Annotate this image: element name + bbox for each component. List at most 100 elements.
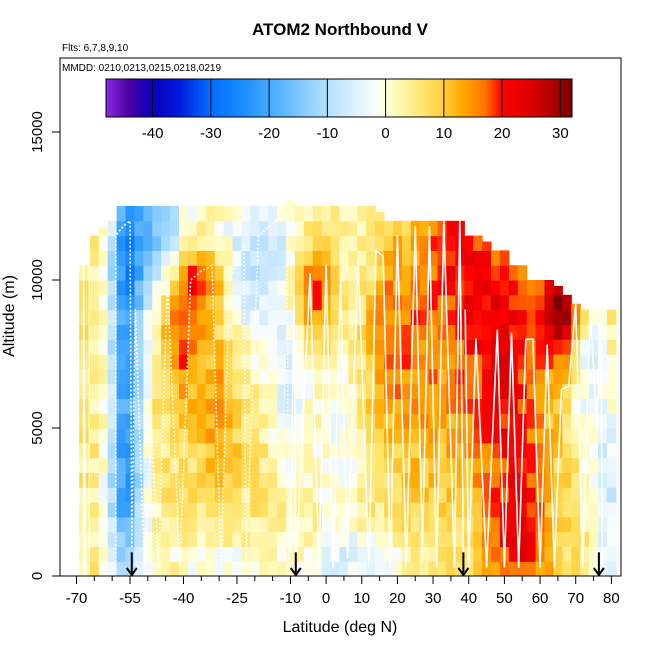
colorbar-segment [327, 79, 331, 117]
heatmap-cell [107, 309, 118, 325]
heatmap-cell [517, 280, 528, 296]
colorbar-segment [443, 79, 448, 117]
colorbar-segment [304, 79, 308, 117]
heatmap-cell [473, 398, 483, 414]
flight-track-2 [114, 214, 290, 571]
heatmap-cell [589, 546, 599, 562]
heatmap-cell [482, 442, 492, 459]
heatmap-cell [134, 265, 144, 281]
x-tick-label: -25 [226, 590, 248, 607]
chart-title: ATOM2 Northbound V [252, 20, 429, 39]
heatmap-cell [535, 354, 546, 370]
heatmap-cell [223, 354, 234, 370]
heatmap-cell [473, 339, 483, 355]
heatmap-cell [392, 280, 403, 296]
heatmap-cell [179, 206, 189, 222]
heatmap-cell [392, 294, 403, 311]
heatmap-cell [187, 250, 198, 266]
heatmap-cell [161, 457, 171, 473]
heatmap-cell [143, 354, 153, 370]
heatmap-cell [303, 235, 314, 251]
heatmap-cell [134, 339, 144, 355]
heatmap-cell [161, 487, 171, 503]
colorbar-segment [373, 79, 378, 117]
heatmap-cell [89, 442, 100, 459]
heatmap-cell [134, 457, 144, 473]
heatmap-cell [294, 280, 305, 296]
heatmap-cell [98, 368, 109, 385]
heatmap-cell [89, 457, 100, 473]
heatmap-cell [606, 354, 617, 370]
heatmap-cell [562, 442, 572, 459]
colorbar-segment [487, 79, 491, 117]
heatmap-cell [482, 265, 492, 281]
colorbar-segment [394, 79, 398, 117]
heatmap-cell [366, 428, 376, 444]
heatmap-cell [205, 309, 216, 325]
colorbar-tick-label: 30 [552, 125, 569, 142]
heatmap-cell [330, 531, 341, 547]
colorbar-segment [129, 79, 133, 117]
heatmap-cell [517, 324, 528, 340]
heatmap-cell [357, 280, 367, 296]
heatmap-cell [348, 294, 358, 311]
heatmap-cell [170, 531, 180, 547]
heatmap-cell [482, 383, 492, 399]
heatmap-cell [508, 339, 519, 355]
heatmap-cell [330, 546, 341, 562]
heatmap-cell [259, 265, 269, 281]
heatmap-cell [232, 250, 243, 266]
heatmap-cell [392, 413, 403, 429]
heatmap-cell [526, 487, 537, 503]
heatmap-cell [89, 354, 100, 370]
x-tick-label: 70 [567, 590, 584, 607]
x-tick-label: -10 [280, 590, 302, 607]
heatmap-cell [464, 368, 474, 385]
heatmap-cell [98, 428, 109, 444]
colorbar-segment [376, 79, 381, 117]
colorbar-segment [344, 79, 349, 117]
heatmap-cell [134, 546, 144, 562]
heatmap-cell [491, 398, 501, 414]
heatmap-cell [205, 354, 216, 370]
colorbar-segment [321, 79, 325, 117]
heatmap-cell [170, 294, 180, 311]
heatmap-cell [268, 339, 278, 355]
heatmap-cell [598, 442, 608, 459]
heatmap-cell [277, 324, 287, 340]
heatmap-cell [357, 428, 367, 444]
heatmap-cell [401, 294, 412, 311]
heatmap-cell [455, 442, 465, 459]
heatmap-cell [482, 472, 492, 488]
heatmap-cell [152, 502, 162, 518]
heatmap-cell [517, 398, 528, 414]
heatmap-cell [241, 294, 251, 311]
colorbar-segment [114, 79, 119, 117]
heatmap-cell [285, 235, 296, 251]
heatmap-cell [375, 211, 385, 222]
heatmap-cell [303, 368, 314, 385]
heatmap-cell [179, 531, 189, 547]
heatmap-cell [250, 398, 260, 414]
heatmap-cell [553, 294, 563, 311]
heatmap-cell [517, 546, 528, 562]
heatmap-cell [125, 428, 136, 444]
heatmap-cell [161, 561, 171, 576]
heatmap-cell [134, 531, 144, 547]
heatmap-cell [348, 235, 358, 251]
colorbar-segment [534, 79, 538, 117]
heatmap-cell [410, 280, 421, 296]
heatmap-cell [419, 280, 430, 296]
heatmap-cell [428, 235, 439, 251]
heatmap-cell [419, 413, 430, 429]
heatmap-cell [321, 235, 332, 251]
heatmap-cell [259, 354, 269, 370]
colorbar-segment [333, 79, 337, 117]
heatmap-cell [250, 442, 260, 459]
colorbar-segment [353, 79, 357, 117]
heatmap-cell [125, 457, 136, 473]
heatmap-cell [348, 531, 358, 547]
heatmap-cell [508, 428, 519, 444]
heatmap-cell [589, 383, 599, 399]
heatmap-cell [143, 428, 153, 444]
